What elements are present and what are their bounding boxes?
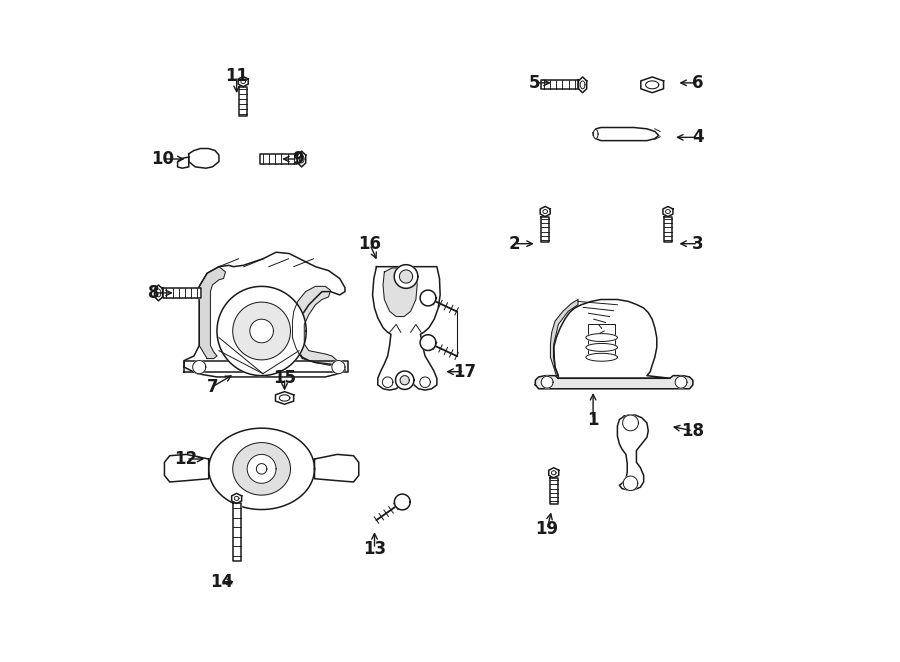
Text: 19: 19 [536,520,559,538]
Polygon shape [419,377,430,387]
Polygon shape [238,77,248,87]
Polygon shape [624,476,638,491]
Polygon shape [256,463,267,474]
Polygon shape [275,392,293,404]
Polygon shape [579,77,587,93]
Polygon shape [623,415,638,431]
Polygon shape [209,428,314,510]
Polygon shape [189,148,219,168]
Text: 8: 8 [148,284,159,302]
Polygon shape [217,287,306,375]
Polygon shape [298,151,306,167]
Polygon shape [332,361,345,373]
Polygon shape [394,265,418,289]
Polygon shape [248,454,276,483]
Polygon shape [536,375,693,389]
Polygon shape [239,87,248,117]
Polygon shape [586,354,617,361]
Polygon shape [193,361,206,373]
Polygon shape [155,285,163,301]
Polygon shape [231,493,242,503]
Polygon shape [394,494,410,510]
Text: 17: 17 [453,363,476,381]
Polygon shape [593,128,659,140]
Text: 7: 7 [207,378,218,396]
Polygon shape [382,377,393,387]
Text: 2: 2 [508,235,520,253]
Polygon shape [250,319,274,343]
Polygon shape [663,207,673,216]
Polygon shape [617,415,648,490]
Polygon shape [541,216,549,242]
Polygon shape [551,299,578,375]
Polygon shape [586,344,617,352]
Polygon shape [163,289,201,297]
Text: 4: 4 [692,128,704,146]
Text: 9: 9 [292,150,303,168]
Polygon shape [177,157,189,168]
Polygon shape [400,270,412,283]
Text: 3: 3 [692,235,704,253]
Polygon shape [184,252,345,377]
Text: 18: 18 [681,422,705,440]
Polygon shape [373,267,440,390]
Polygon shape [593,130,598,138]
Polygon shape [541,80,578,89]
Polygon shape [675,376,687,388]
Text: 11: 11 [225,68,248,85]
Polygon shape [259,154,297,164]
Polygon shape [314,454,359,482]
Polygon shape [586,334,617,342]
Polygon shape [395,371,414,389]
Polygon shape [641,77,663,93]
Polygon shape [383,268,418,316]
Text: 12: 12 [175,450,198,468]
Polygon shape [554,299,670,378]
Text: 16: 16 [358,236,382,254]
Text: 6: 6 [692,74,704,92]
Polygon shape [184,361,348,371]
Polygon shape [233,503,240,561]
Polygon shape [233,443,291,495]
Polygon shape [664,216,672,242]
Text: 14: 14 [210,573,233,591]
Text: 1: 1 [588,410,598,428]
Text: 5: 5 [528,74,540,92]
Polygon shape [165,454,209,482]
Polygon shape [541,376,554,388]
Polygon shape [550,478,558,504]
Polygon shape [233,302,291,360]
Text: 13: 13 [363,540,386,558]
Polygon shape [292,287,338,365]
Polygon shape [420,335,436,350]
Polygon shape [420,290,436,306]
Polygon shape [549,468,559,478]
Text: 15: 15 [273,369,296,387]
Polygon shape [400,375,410,385]
Polygon shape [540,207,550,216]
Text: 10: 10 [151,150,174,168]
Polygon shape [199,267,226,359]
